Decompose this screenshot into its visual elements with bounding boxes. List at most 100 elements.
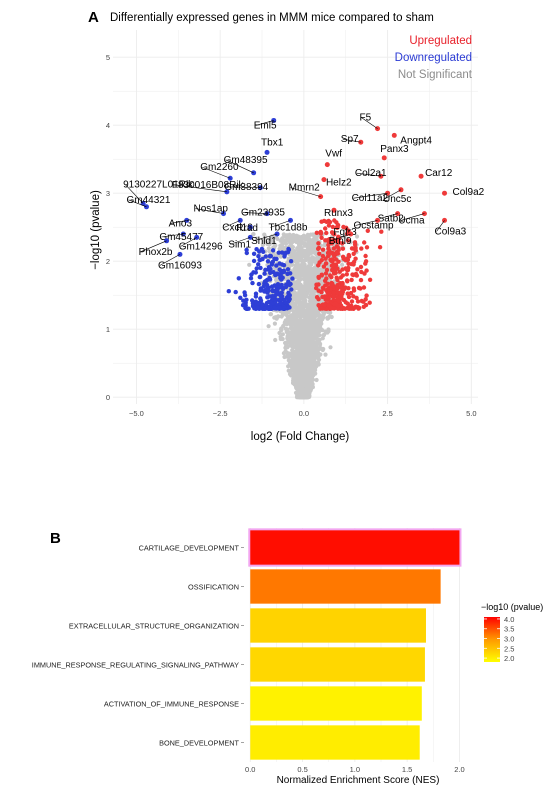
gene-label-connector bbox=[230, 237, 251, 245]
ns-point bbox=[299, 295, 304, 300]
up-point bbox=[335, 306, 341, 311]
category-label: OSSIFICATION bbox=[188, 583, 239, 592]
ns-point bbox=[292, 312, 297, 317]
up-point bbox=[329, 280, 334, 286]
ns-point bbox=[307, 316, 312, 321]
gene-label: Gm45477 bbox=[159, 232, 203, 243]
panel-a-x-tick-label: −2.5 bbox=[213, 409, 228, 418]
up-point bbox=[351, 294, 356, 299]
category-label: EXTRACELLULAR_STRUCTURE_ORGANIZATION bbox=[69, 622, 239, 631]
gene-label-connector bbox=[225, 159, 254, 174]
ns-point bbox=[266, 246, 271, 251]
ns-point bbox=[251, 232, 256, 237]
up-point bbox=[364, 245, 370, 250]
gene-label-connector bbox=[252, 233, 278, 242]
gene-label: Angpt4 bbox=[400, 135, 432, 146]
ns-point bbox=[302, 289, 307, 294]
down-point bbox=[263, 254, 268, 259]
up-point bbox=[322, 302, 327, 308]
gene-label: Ano3 bbox=[169, 218, 193, 229]
panel-b-x-ticks: 0.0 0.5 1.0 1.5 2.0 bbox=[245, 765, 465, 774]
ns-point bbox=[286, 368, 291, 373]
down-point bbox=[264, 278, 269, 283]
ns-point bbox=[305, 342, 310, 347]
ns-point bbox=[291, 248, 296, 253]
up-point bbox=[358, 277, 364, 283]
ns-point bbox=[319, 267, 324, 272]
ns-point bbox=[322, 250, 327, 255]
gene-label-connector bbox=[170, 220, 187, 224]
down-point bbox=[282, 254, 287, 259]
down-point bbox=[268, 270, 273, 275]
panel-b: B CARTILAGE_DEVELOPMENT OSSIFICATION EXTRA… bbox=[32, 528, 543, 786]
up-point bbox=[364, 268, 369, 273]
gene-label-connector bbox=[173, 184, 227, 193]
gene-label: Unc5c bbox=[383, 194, 411, 205]
ns-point bbox=[272, 321, 277, 326]
ns-point bbox=[303, 249, 308, 254]
panel-a-x-tick-label: −5.0 bbox=[129, 409, 144, 418]
down-point bbox=[251, 258, 257, 264]
up-point bbox=[344, 278, 350, 283]
category-label: IMMUNE_RESPONSE_REGULATING_SIGNALING_PAT… bbox=[32, 661, 239, 670]
ns-point bbox=[301, 348, 307, 353]
gene-label: Gm38394 bbox=[224, 182, 268, 193]
ns-point bbox=[340, 262, 345, 267]
panel-a: A Differentially expressed genes in MMM … bbox=[88, 9, 485, 443]
down-point bbox=[287, 282, 292, 288]
ns-point bbox=[313, 334, 318, 339]
down-point bbox=[277, 297, 282, 303]
labeled-gene-point bbox=[334, 224, 340, 230]
ns-point bbox=[247, 262, 252, 267]
down-point bbox=[277, 267, 282, 272]
ns-point bbox=[279, 327, 284, 332]
down-point bbox=[288, 259, 294, 264]
ns-point bbox=[283, 345, 288, 350]
ns-point bbox=[300, 383, 305, 388]
down-point bbox=[281, 269, 287, 274]
ns-point bbox=[309, 378, 314, 383]
enrichment-bar bbox=[250, 686, 422, 721]
down-point bbox=[274, 256, 279, 262]
up-point bbox=[320, 285, 326, 290]
up-point bbox=[328, 306, 334, 311]
down-point bbox=[278, 294, 284, 299]
ns-point bbox=[312, 351, 317, 357]
ns-point bbox=[268, 312, 274, 317]
ns-point bbox=[262, 238, 267, 244]
up-point bbox=[340, 241, 345, 246]
colorbar-title: −log10 (pvalue) bbox=[481, 602, 543, 612]
ns-point bbox=[328, 310, 333, 315]
up-point bbox=[377, 245, 383, 250]
gene-label: Col2a1 bbox=[355, 168, 387, 179]
down-point bbox=[260, 302, 265, 308]
ns-point bbox=[285, 263, 290, 268]
labeled-gene-point bbox=[247, 224, 253, 230]
up-point bbox=[353, 256, 358, 261]
up-point bbox=[363, 253, 368, 259]
up-point bbox=[320, 247, 326, 252]
down-point bbox=[257, 257, 262, 263]
up-point bbox=[324, 267, 330, 273]
up-point bbox=[316, 246, 321, 251]
panel-b-plot-area bbox=[244, 528, 472, 762]
up-point bbox=[359, 246, 364, 251]
ns-point bbox=[273, 315, 278, 320]
gene-label: Col11a2 bbox=[352, 193, 389, 204]
ns-point bbox=[294, 286, 300, 291]
up-point bbox=[327, 248, 332, 253]
up-point bbox=[346, 261, 351, 266]
ns-point bbox=[294, 385, 299, 390]
ns-point bbox=[294, 343, 299, 348]
up-point bbox=[367, 300, 372, 305]
ns-point bbox=[297, 356, 303, 361]
down-point bbox=[283, 300, 289, 305]
down-point bbox=[238, 295, 243, 300]
gene-label: Runx3 bbox=[324, 208, 353, 219]
ns-point bbox=[294, 274, 299, 280]
down-point bbox=[233, 289, 238, 295]
ns-point bbox=[300, 359, 305, 364]
up-point bbox=[355, 267, 360, 272]
up-point bbox=[341, 285, 347, 290]
panel-a-y-tick-label: 4 bbox=[106, 121, 110, 130]
